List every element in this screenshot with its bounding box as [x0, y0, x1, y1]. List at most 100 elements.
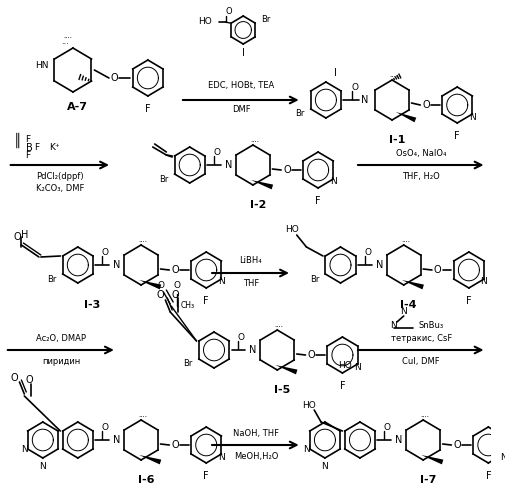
- Text: F: F: [340, 381, 345, 391]
- Polygon shape: [139, 455, 161, 464]
- Text: K₂CO₃, DMF: K₂CO₃, DMF: [36, 184, 84, 193]
- Text: THF, H₂O: THF, H₂O: [402, 172, 440, 181]
- Polygon shape: [402, 280, 424, 289]
- Text: EDC, HOBt, TEA: EDC, HOBt, TEA: [208, 81, 274, 90]
- Text: N: N: [218, 278, 225, 286]
- Text: N: N: [376, 260, 383, 270]
- Text: N: N: [21, 446, 28, 454]
- Text: O: O: [351, 83, 359, 92]
- Polygon shape: [396, 112, 416, 122]
- Text: O: O: [174, 281, 181, 290]
- Text: F: F: [204, 471, 209, 481]
- Text: CuI, DMF: CuI, DMF: [402, 357, 440, 366]
- Text: ....: ....: [64, 32, 73, 40]
- Text: N: N: [500, 452, 505, 462]
- Text: H: H: [21, 230, 28, 240]
- Text: ║: ║: [14, 132, 21, 148]
- Text: Br: Br: [47, 274, 57, 283]
- Text: F: F: [204, 296, 209, 306]
- Polygon shape: [275, 365, 297, 374]
- Text: THF: THF: [243, 279, 259, 288]
- Text: Ac₂O, DMAP: Ac₂O, DMAP: [36, 334, 86, 343]
- Text: ....: ....: [401, 237, 410, 243]
- Text: Br: Br: [310, 274, 319, 283]
- Text: O: O: [171, 265, 179, 275]
- Text: Br: Br: [261, 16, 270, 24]
- Text: B: B: [26, 143, 32, 153]
- Text: N: N: [481, 278, 487, 286]
- Text: F: F: [145, 104, 150, 114]
- Text: Br: Br: [183, 360, 192, 368]
- Text: O: O: [214, 148, 221, 157]
- Text: ....: ....: [250, 137, 260, 143]
- Text: O: O: [171, 290, 179, 300]
- Text: ....: ....: [138, 412, 147, 418]
- Text: SnBu₃: SnBu₃: [418, 320, 443, 330]
- Text: F: F: [25, 152, 30, 160]
- Text: DMF: DMF: [232, 105, 250, 114]
- Text: ....: ....: [389, 72, 398, 78]
- Text: NaOH, THF: NaOH, THF: [233, 429, 279, 438]
- Text: I-6: I-6: [138, 475, 154, 485]
- Text: N: N: [225, 160, 232, 170]
- Text: N: N: [113, 260, 120, 270]
- Polygon shape: [421, 455, 443, 464]
- Text: ....: ....: [421, 412, 430, 418]
- Text: N: N: [218, 452, 225, 462]
- Polygon shape: [251, 180, 273, 190]
- Text: ...: ...: [61, 37, 69, 46]
- Text: пиридин: пиридин: [42, 357, 80, 366]
- Text: PdCl₂(dppf): PdCl₂(dppf): [36, 172, 84, 181]
- Text: O: O: [225, 7, 232, 16]
- Polygon shape: [139, 280, 161, 289]
- Text: F: F: [466, 296, 472, 306]
- Text: I-5: I-5: [274, 385, 290, 395]
- Text: ....: ....: [138, 237, 147, 243]
- Text: N: N: [469, 112, 476, 122]
- Text: O: O: [453, 440, 461, 450]
- Text: O: O: [110, 73, 118, 83]
- Text: F: F: [25, 136, 30, 144]
- Text: HO: HO: [285, 226, 299, 234]
- Text: N: N: [249, 345, 257, 355]
- Text: F: F: [315, 196, 321, 206]
- Text: F: F: [485, 471, 491, 481]
- Text: MeOH,H₂O: MeOH,H₂O: [234, 452, 278, 461]
- Text: O: O: [25, 375, 33, 385]
- Text: I-1: I-1: [389, 135, 405, 145]
- Text: HN: HN: [35, 62, 48, 70]
- Text: N: N: [400, 308, 407, 316]
- Text: N: N: [395, 435, 402, 445]
- Text: HO: HO: [198, 18, 212, 26]
- Text: O: O: [434, 265, 441, 275]
- Text: N: N: [354, 362, 361, 372]
- Text: O: O: [102, 423, 109, 432]
- Text: O: O: [157, 281, 164, 290]
- Text: I-7: I-7: [420, 475, 436, 485]
- Text: Br: Br: [159, 174, 168, 184]
- Text: N: N: [322, 462, 328, 471]
- Text: N: N: [330, 178, 336, 186]
- Text: O: O: [171, 440, 179, 450]
- Text: I: I: [242, 48, 244, 58]
- Text: O: O: [157, 290, 164, 300]
- Text: N: N: [113, 435, 120, 445]
- Text: O: O: [102, 248, 109, 257]
- Text: N: N: [391, 320, 397, 330]
- Text: Br: Br: [295, 110, 305, 118]
- Text: тетракис, CsF: тетракис, CsF: [390, 334, 452, 343]
- Text: I-2: I-2: [249, 200, 266, 210]
- Text: N: N: [361, 95, 369, 105]
- Text: F: F: [34, 144, 39, 152]
- Text: I: I: [334, 68, 337, 78]
- Text: F: F: [454, 131, 460, 141]
- Text: I-3: I-3: [84, 300, 100, 310]
- Text: K⁺: K⁺: [48, 144, 59, 152]
- Text: O: O: [238, 333, 245, 342]
- Text: O: O: [364, 248, 371, 257]
- Text: ....: ....: [275, 322, 284, 328]
- Text: LiBH₄: LiBH₄: [239, 256, 263, 265]
- Text: O: O: [283, 165, 291, 175]
- Text: I-4: I-4: [400, 300, 417, 310]
- Text: O: O: [422, 100, 430, 110]
